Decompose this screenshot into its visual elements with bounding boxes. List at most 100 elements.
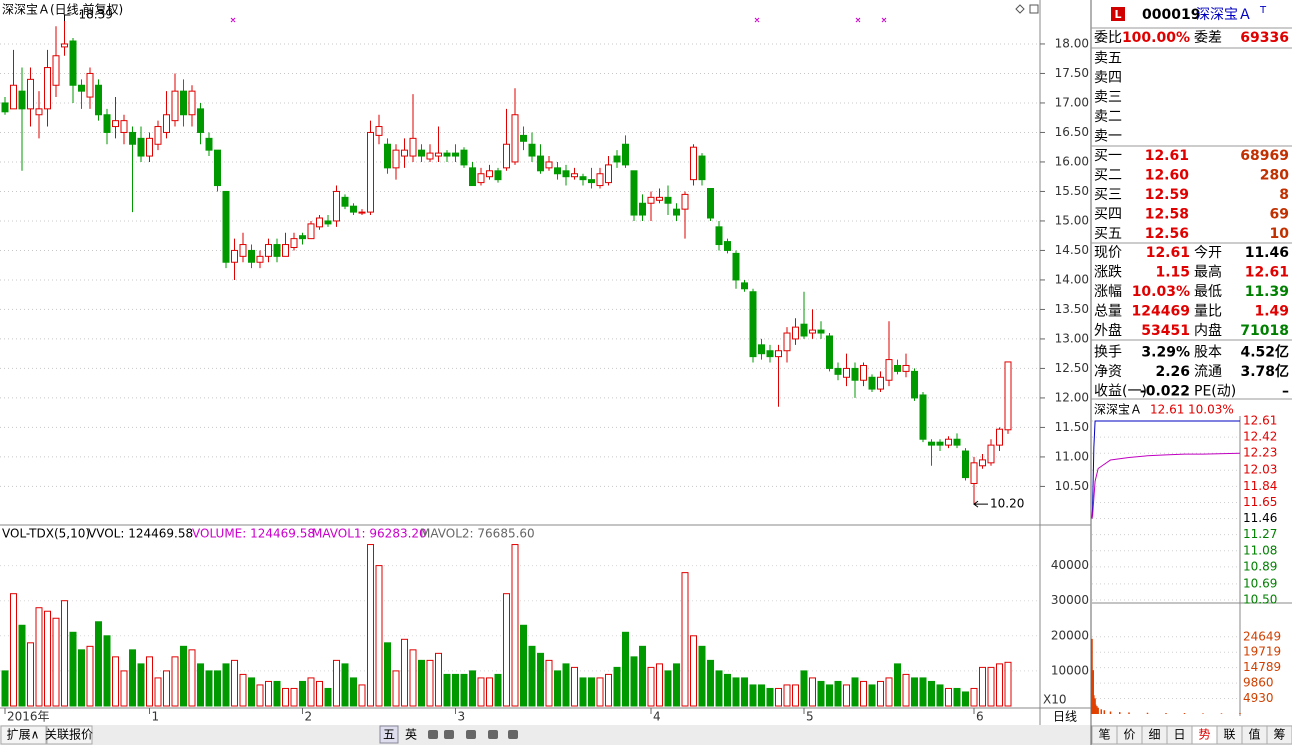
tab-label[interactable]: 价 [1123,728,1135,742]
tab-label[interactable]: 关联报价 [45,727,93,742]
volume-bar [367,544,374,707]
volume-bar [681,572,689,707]
candle-body [902,364,910,372]
volume-bar [307,677,315,707]
candle-body [732,252,740,281]
icon[interactable] [1029,4,1039,14]
tool-label[interactable]: 五 [383,728,395,742]
period[interactable]: 日线 [1053,710,1077,724]
candle-body [579,176,587,181]
tab-label[interactable]: 值 [1248,727,1260,742]
candle-body [851,367,859,381]
candle-body [452,152,459,157]
candle-body [953,438,961,446]
candle-body [239,244,247,257]
volume-bar [732,677,740,707]
tab-label[interactable]: 筹 [1273,728,1285,742]
buy-price: 12.59 [1145,187,1189,203]
vol-name: VOL-TDX(5,10) [2,527,90,541]
y-tick-label: 11.27 [1243,527,1277,541]
icon[interactable] [1015,4,1025,14]
volume-bar [639,645,646,707]
tab-label[interactable]: 联 [1223,728,1235,742]
tab-label[interactable]: 细 [1148,728,1160,742]
candle-body [605,164,612,184]
tab[interactable] [0,725,47,745]
volume-bar [52,617,60,707]
y-tick-label: 20000 [1051,628,1089,642]
tool-label[interactable]: 英 [405,728,417,742]
volume-bar [409,649,417,707]
candle-body [868,376,876,390]
buy-volume: 280 [1260,168,1289,184]
volume-bar [452,673,459,707]
tool-icon[interactable] [428,730,438,739]
tab[interactable] [1266,725,1292,745]
mavol1: MAVOL1: 96283.20 [312,527,427,541]
candle-body [622,143,629,166]
y-tick-label: 14.00 [1055,272,1089,286]
volume-bar [494,673,502,707]
stat-value: 10.03% [1132,284,1190,300]
sell-label: 卖五 [1094,51,1122,67]
volume-bar [69,631,77,707]
candle-body [163,114,170,133]
volume-bar [426,659,434,707]
volume-bar [171,656,179,707]
tool-icon[interactable] [466,730,476,739]
volume-bar [953,687,961,707]
volume-bar [375,565,383,707]
volume-bar [1004,661,1012,707]
volume-bar [44,610,51,707]
stat-label: 收益(一) [1094,384,1147,400]
vvol: VVOL: 124469.58 [88,527,193,541]
y-tick-label: 10.50 [1055,479,1089,493]
flag: T [1259,5,1267,16]
badge-text: L [1114,8,1121,21]
volume-bar [588,677,595,707]
y-tick-label: 13.00 [1055,331,1089,345]
volume-bar [418,659,425,707]
tab-label[interactable]: 扩展∧ [7,728,40,742]
candle-body [358,211,366,214]
tool-icon[interactable] [444,730,454,739]
tool[interactable] [379,725,399,744]
volume-bar [962,691,969,707]
stat-label: 最低 [1194,284,1222,300]
candle-body [528,143,536,157]
volume-bar [316,680,323,707]
volume-bar [477,677,485,707]
tab[interactable] [46,725,93,745]
x-tick-label: 2 [305,710,313,724]
candle-body [775,350,782,358]
tool-icon[interactable] [508,730,518,739]
volume-bar [834,680,842,707]
volume-bar [197,663,204,707]
stat-value: 3.78亿 [1240,363,1289,380]
volume-bar [511,544,519,707]
candle-body [800,323,808,337]
volume-bar [188,649,196,707]
stat-label: 量比 [1194,304,1222,320]
volume-bar [783,684,791,707]
candle-body [656,196,663,201]
candle-body [673,208,680,216]
y-tick-label: 24649 [1243,629,1281,643]
y-tick-label: 14789 [1243,660,1281,674]
tool-icon[interactable] [488,730,498,739]
candle-body [112,120,119,128]
volume-bar [707,659,714,707]
candle-body [792,326,799,340]
tab-label[interactable]: 势 [1198,728,1210,742]
candle-body [214,149,221,187]
tab-label[interactable]: 笔 [1098,727,1110,742]
candle-body [443,152,451,157]
y-tick-label: 12.42 [1243,430,1277,444]
candle-body [27,78,34,110]
tab-label[interactable]: 日 [1173,728,1185,742]
buy-price: 12.61 [1145,148,1189,164]
buy-label: 买五 [1094,226,1122,242]
scale-label: X10 [1043,693,1067,707]
